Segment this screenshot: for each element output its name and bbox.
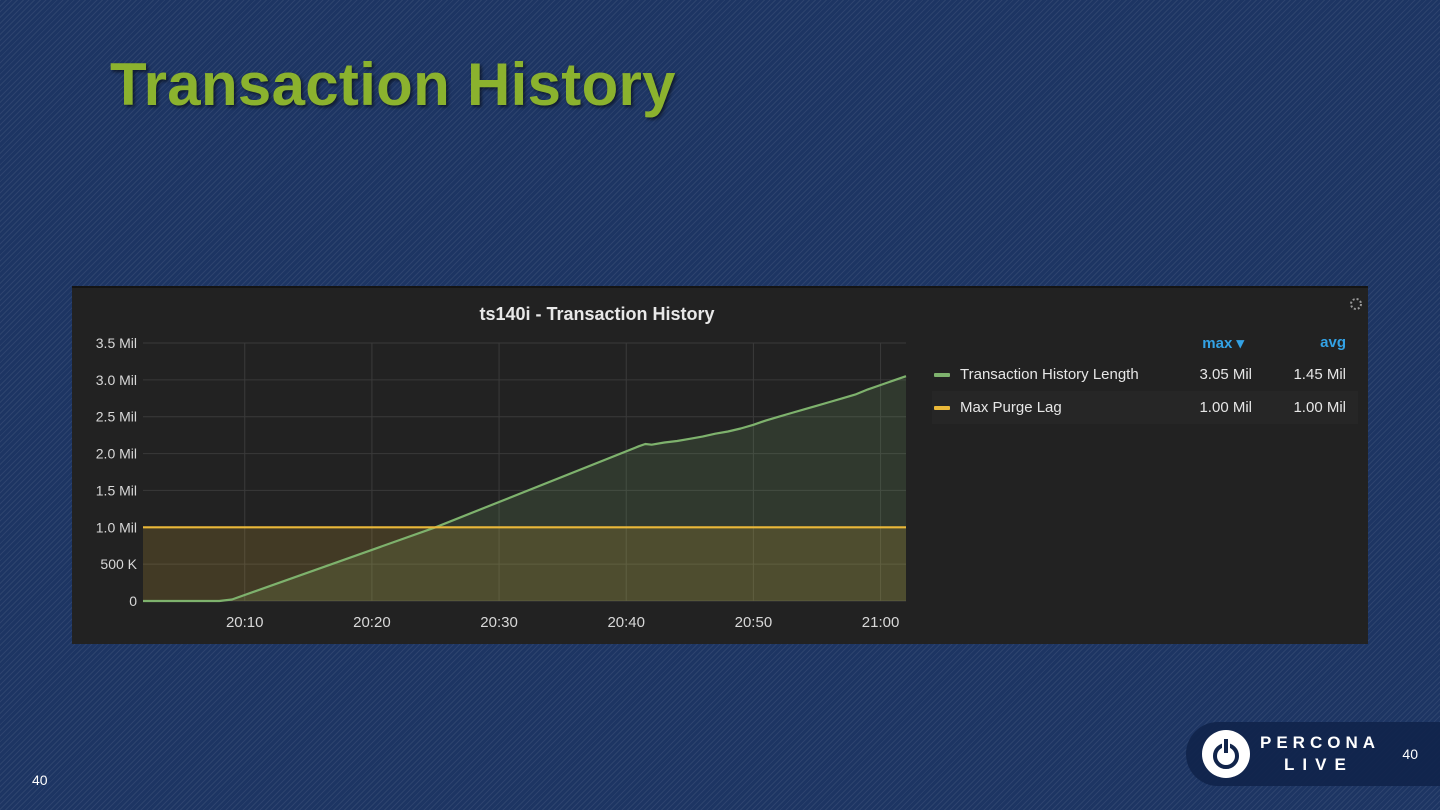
- y-tick-label: 0: [129, 593, 137, 609]
- power-icon: [1202, 730, 1250, 778]
- page-number: 40: [32, 772, 48, 788]
- x-tick-label: 20:40: [607, 614, 645, 631]
- legend-max-value: 3.05 Mil: [1199, 366, 1252, 383]
- y-axis-ticks: 0 500 K 1.0 Mil 1.5 Mil 2.0 Mil 2.5 Mil 3.0 Mi…: [96, 335, 138, 609]
- y-tick-label: 3.5 Mil: [96, 335, 137, 351]
- legend-sort-avg[interactable]: avg: [1320, 334, 1346, 351]
- series-area: [143, 376, 906, 601]
- legend-header: max ▾ avg: [932, 332, 1358, 358]
- series-area: [143, 527, 906, 601]
- page-number: 40: [1402, 746, 1418, 762]
- legend-swatch: [934, 406, 950, 410]
- x-tick-label: 21:00: [862, 614, 900, 631]
- x-tick-label: 20:50: [735, 614, 773, 631]
- legend-item[interactable]: Transaction History Length 3.05 Mil 1.45…: [932, 358, 1358, 391]
- series-fills: [143, 376, 906, 601]
- y-tick-label: 2.5 Mil: [96, 409, 137, 425]
- chart-area: 0 500 K 1.0 Mil 1.5 Mil 2.0 Mil 2.5 Mil 3.0 Mi…: [96, 335, 907, 631]
- y-tick-label: 500 K: [100, 556, 137, 572]
- panel-title[interactable]: ts140i - Transaction History: [479, 304, 715, 324]
- slide-title: Transaction History: [110, 51, 676, 118]
- x-tick-label: 20:10: [226, 614, 264, 631]
- x-tick-label: 20:20: [353, 614, 391, 631]
- legend-sort-max[interactable]: max ▾: [1202, 335, 1244, 352]
- x-axis-ticks: 20:10 20:20 20:30 20:40 20:50 21:00: [226, 614, 899, 631]
- legend-swatch: [934, 373, 950, 377]
- legend-series-name: Max Purge Lag: [960, 399, 1062, 416]
- legend-avg-value: 1.45 Mil: [1293, 366, 1346, 383]
- y-tick-label: 1.5 Mil: [96, 482, 137, 498]
- series-lines: [143, 375, 907, 603]
- legend-avg-value: 1.00 Mil: [1293, 399, 1346, 416]
- y-tick-label: 1.0 Mil: [96, 519, 137, 535]
- x-tick-label: 20:30: [480, 614, 518, 631]
- gear-icon[interactable]: [1348, 296, 1364, 312]
- y-tick-label: 3.0 Mil: [96, 372, 137, 388]
- graph-panel: ts140i - Transaction History 0 500 K 1.0 M…: [72, 286, 1368, 644]
- legend: max ▾ avg Transaction History Length 3.0…: [932, 332, 1358, 424]
- series-line: [143, 375, 907, 603]
- legend-max-value: 1.00 Mil: [1199, 399, 1252, 416]
- legend-series-name: Transaction History Length: [960, 366, 1139, 383]
- brand-badge: PERCONA LIVE 40: [1186, 722, 1440, 786]
- brand-subtitle: LIVE: [1284, 755, 1354, 774]
- brand-name: PERCONA: [1260, 733, 1381, 752]
- y-tick-label: 2.0 Mil: [96, 446, 137, 462]
- legend-item[interactable]: Max Purge Lag 1.00 Mil 1.00 Mil: [932, 391, 1358, 424]
